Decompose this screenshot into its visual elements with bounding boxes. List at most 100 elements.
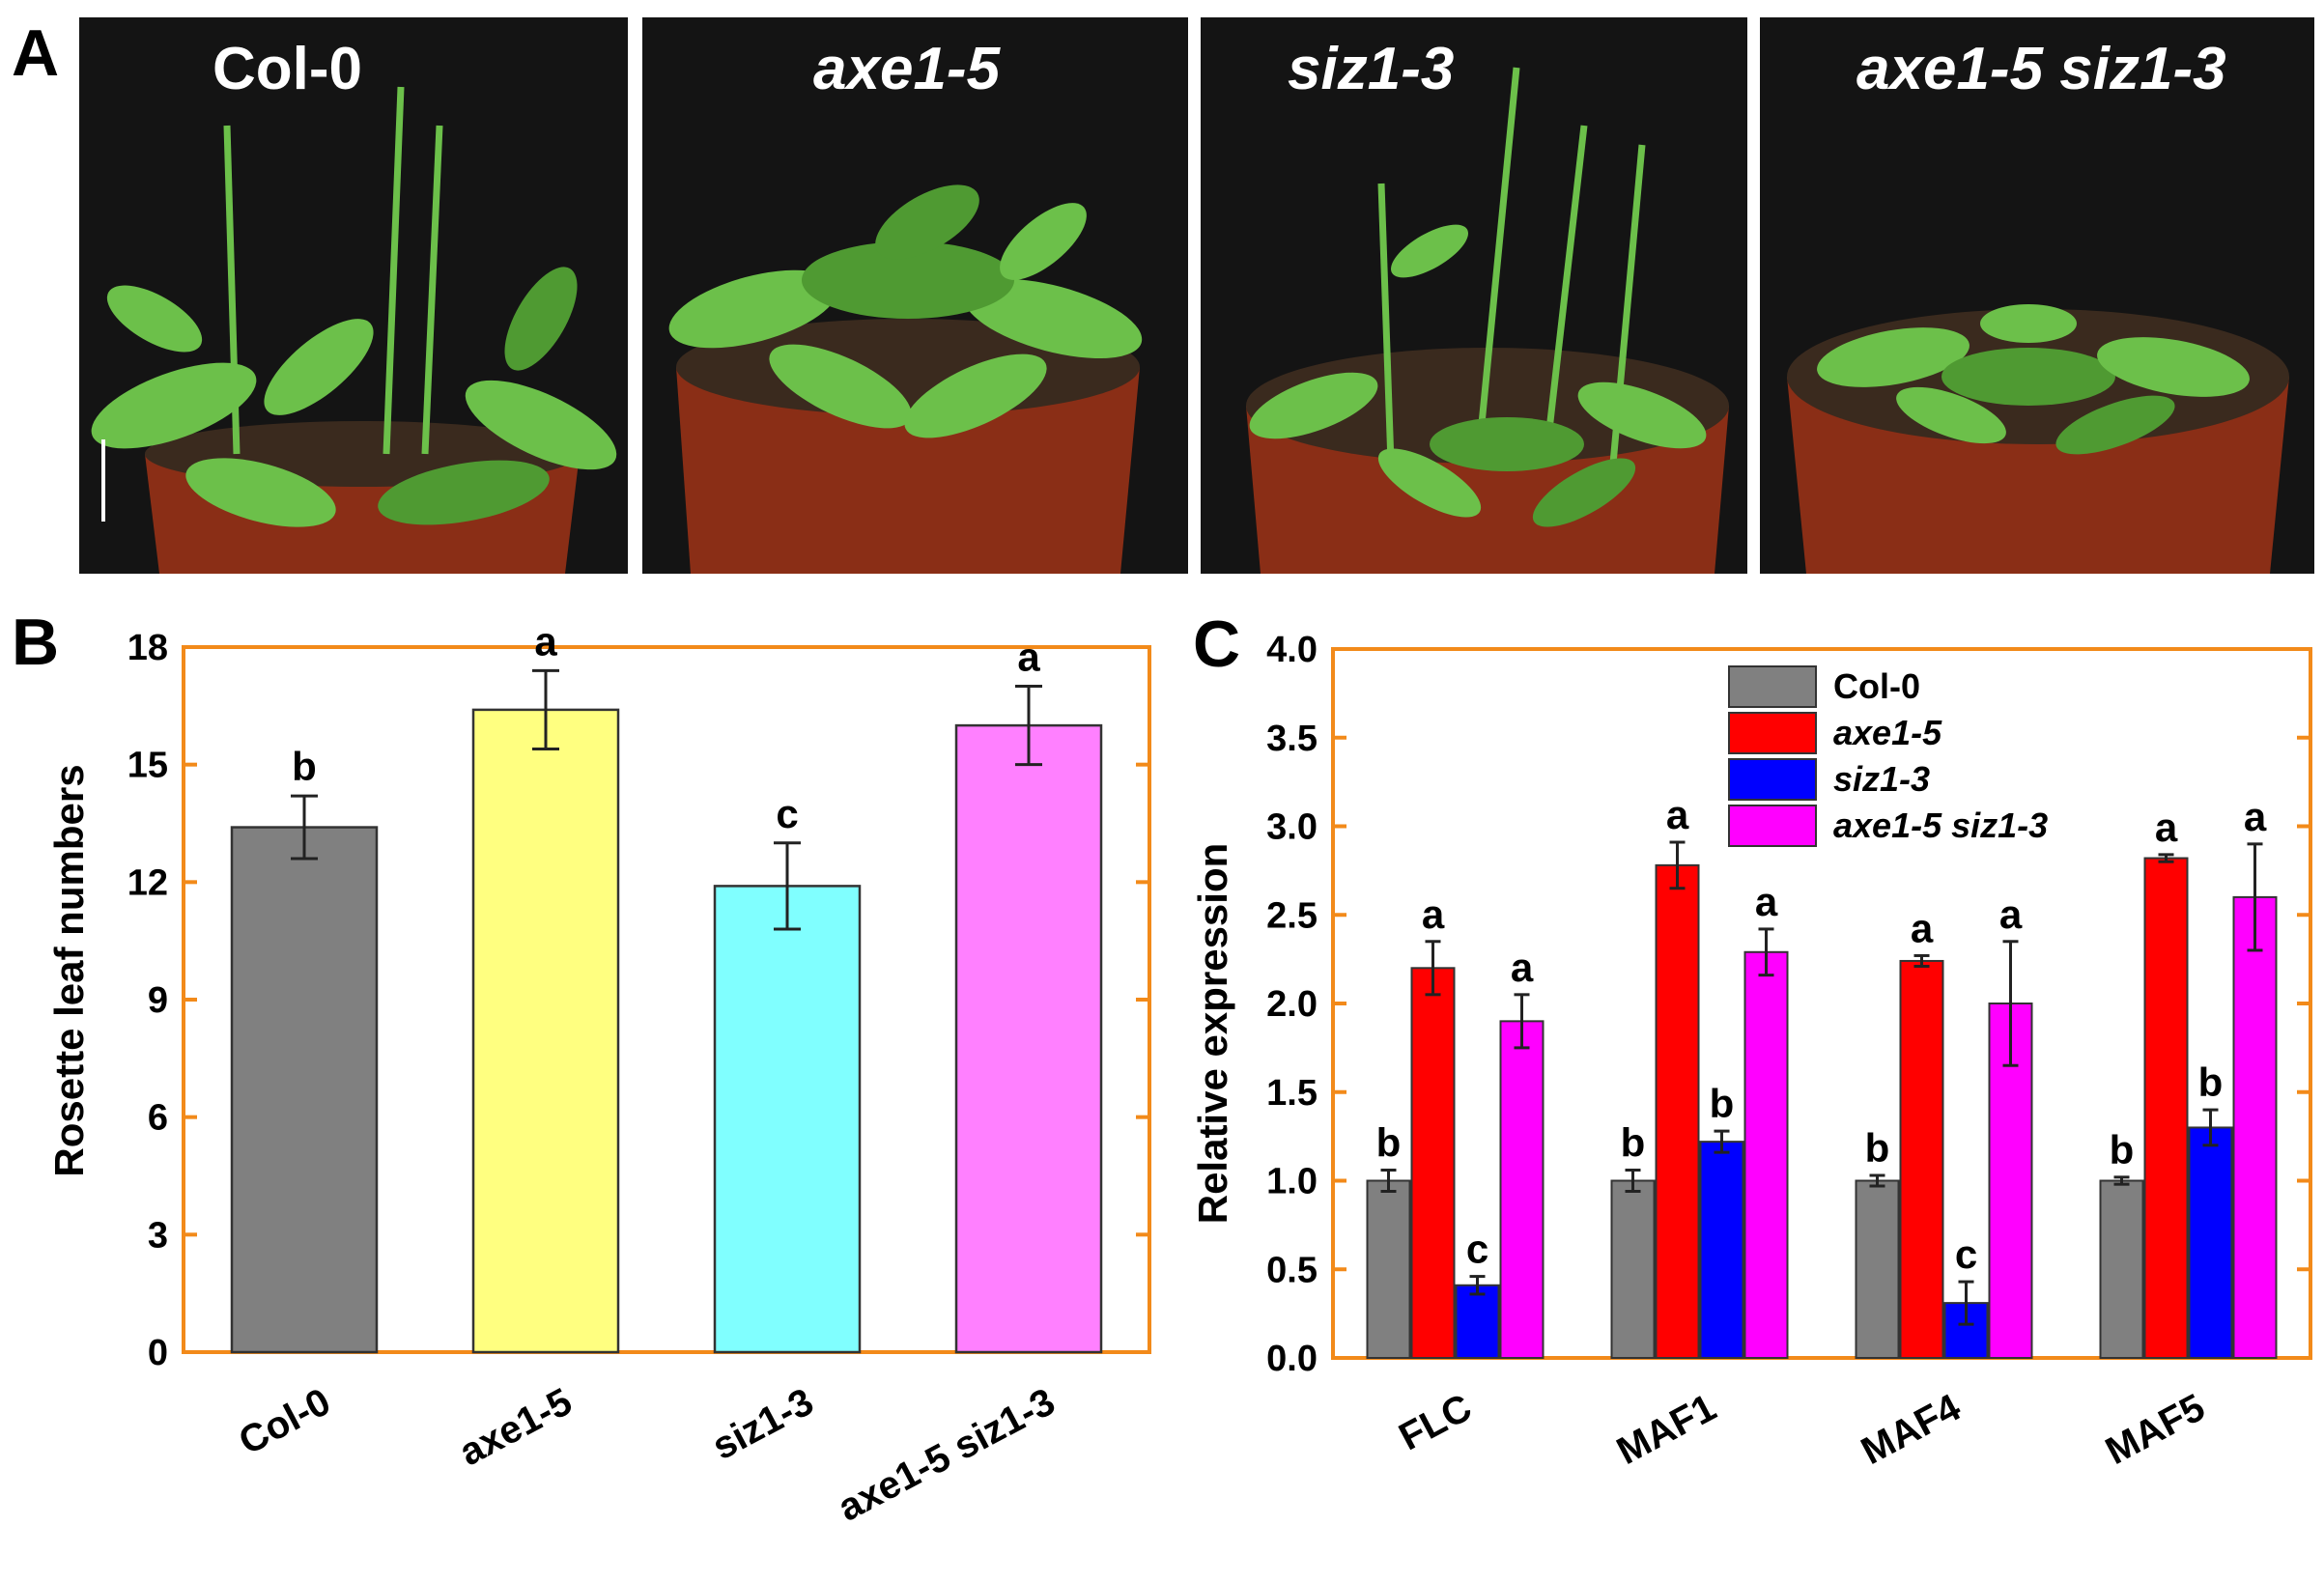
photo-siz1-3: siz1-3 <box>1201 17 1747 574</box>
y-tick-label: 3 <box>148 1215 168 1256</box>
error-bar <box>1425 940 1441 997</box>
photo-axe1-5-siz1-3-plant <box>1817 304 2250 455</box>
photo-col0: Col-0 <box>79 17 628 574</box>
leaf <box>668 269 838 349</box>
leaf <box>2097 337 2250 397</box>
y-tick-label: 0 <box>148 1333 168 1373</box>
x-category-label: Col-0 <box>232 1380 337 1463</box>
bar <box>954 723 1103 1354</box>
legend-swatch <box>1728 758 1817 801</box>
bar <box>1366 1179 1411 1359</box>
panel-c-y-axis-title: Relative expression <box>1190 843 1235 1225</box>
leaf <box>769 344 912 429</box>
y-tick-label: 3.5 <box>1266 719 1318 759</box>
panel-c-plot: 0.0 0.5 1.0 1.5 2.0 2.5 3.0 3.5 4.0 b a c a FLC b a b a MA… <box>1266 630 2312 1473</box>
x-category-label: MAF4 <box>1855 1386 1968 1473</box>
bar <box>1499 1020 1545 1359</box>
stem <box>421 125 443 455</box>
significance-letter: a <box>534 618 557 664</box>
significance-letter: b <box>2198 1059 2224 1105</box>
bar <box>1410 967 1456 1359</box>
leaf <box>1249 372 1378 439</box>
leaf <box>1391 224 1468 278</box>
leaf <box>185 458 336 527</box>
panel-b-chart: B 0 3 6 9 12 15 18 b Col-0 a axe1-5 c siz1-3 a axe1-5 … <box>12 606 1151 1530</box>
y-tick-label: 15 <box>128 746 168 786</box>
y-tick-label: 0.0 <box>1266 1339 1318 1379</box>
y-tick-label: 12 <box>128 862 168 903</box>
bar <box>1699 1141 1744 1359</box>
bar <box>2099 1179 2144 1359</box>
leaf <box>106 285 203 353</box>
leaf <box>504 267 578 371</box>
photo-siz1-3-plant <box>1249 67 1707 527</box>
significance-letter: b <box>1865 1125 1890 1171</box>
leaf <box>2055 395 2175 455</box>
leaf <box>1430 417 1584 471</box>
significance-letter: a <box>1422 891 1445 937</box>
significance-letter: a <box>1911 905 1934 950</box>
bar <box>2232 895 2278 1360</box>
photo-axe1-5-siz1-3: axe1-5 siz1-3 <box>1760 17 2314 574</box>
error-bar <box>2158 853 2174 863</box>
bar <box>1610 1179 1656 1359</box>
leaf <box>1896 386 2006 444</box>
bar <box>1899 959 1944 1360</box>
error-bar <box>2247 842 2263 952</box>
significance-letter: c <box>776 791 798 836</box>
bar <box>230 826 379 1354</box>
y-tick-label: 18 <box>128 628 168 668</box>
bar <box>1743 950 1789 1359</box>
error-bar <box>1669 840 1686 890</box>
significance-letter: b <box>2110 1127 2135 1172</box>
y-tick-label: 1.5 <box>1266 1073 1318 1114</box>
x-category-label: FLC <box>1392 1386 1478 1458</box>
significance-letter: a <box>1999 891 2023 937</box>
panel-a-photos: A Col-0 <box>12 16 2314 574</box>
panel-c-legend: Col-0 axe1-5 siz1-3 axe1-5 siz1-3 <box>1728 665 2048 847</box>
y-tick-label: 6 <box>148 1098 168 1139</box>
bar <box>713 885 862 1354</box>
y-tick-label: 3.0 <box>1266 807 1318 848</box>
leaf <box>904 353 1047 438</box>
photo-axe1-5-plant <box>668 184 1143 438</box>
photo-axe1-5-siz1-3-title: axe1-5 siz1-3 <box>1856 36 2226 102</box>
panel-b-y-axis-title: Rosette leaf numbers <box>46 764 92 1176</box>
legend-item: siz1-3 <box>1728 758 1930 801</box>
error-bar <box>1869 1173 1885 1188</box>
y-tick-label: 9 <box>148 980 168 1021</box>
leaf <box>1980 304 2077 343</box>
y-tick-label: 1.0 <box>1266 1162 1318 1202</box>
error-bar <box>1469 1275 1486 1296</box>
error-bar <box>1514 993 1530 1050</box>
significance-letter: a <box>2244 794 2267 839</box>
error-bar <box>1913 953 1930 968</box>
error-bar <box>1958 1280 1974 1326</box>
photo-axe1-5-title: axe1-5 <box>813 36 1002 102</box>
error-bar <box>2113 1175 2130 1186</box>
bar <box>1455 1284 1500 1360</box>
legend-label: Col-0 <box>1833 666 1920 706</box>
error-bar <box>1625 1168 1641 1194</box>
error-bar <box>2002 940 2019 1067</box>
leaf <box>1941 348 2115 406</box>
leaf <box>1377 448 1482 518</box>
significance-letter: b <box>292 744 317 789</box>
legend-label: axe1-5 siz1-3 <box>1833 805 2048 845</box>
x-category-label: MAF1 <box>1610 1386 1723 1473</box>
y-tick-label: 2.5 <box>1266 895 1318 936</box>
bar <box>1655 863 1700 1359</box>
significance-letter: a <box>1755 879 1778 924</box>
leaf <box>91 362 257 449</box>
leaf <box>378 460 550 525</box>
leaf <box>802 241 1014 319</box>
significance-letter: a <box>1666 792 1689 837</box>
error-bar <box>1015 685 1042 767</box>
significance-letter: b <box>1621 1119 1646 1165</box>
photo-axe1-5-pot <box>676 367 1140 574</box>
x-category-label: MAF5 <box>2099 1386 2212 1473</box>
legend-label: siz1-3 <box>1833 759 1930 799</box>
legend-item: axe1-5 siz1-3 <box>1728 805 2048 847</box>
legend-label: axe1-5 <box>1833 713 1942 752</box>
significance-letter: a <box>1017 635 1040 680</box>
